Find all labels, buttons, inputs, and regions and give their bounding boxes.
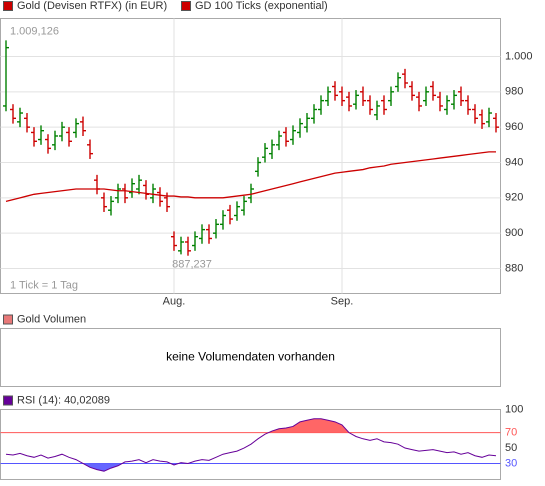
legend-label: Gold Volumen bbox=[17, 313, 86, 325]
legend-swatch bbox=[3, 1, 13, 11]
x-tick-label: Aug. bbox=[163, 295, 186, 307]
moving-average-line bbox=[5, 151, 496, 202]
legend-swatch bbox=[181, 1, 191, 11]
y-tick-label: 100 bbox=[505, 403, 523, 415]
y-tick-label: 880 bbox=[505, 262, 523, 274]
y-tick-label: 1.000 bbox=[505, 50, 533, 62]
rsi-line bbox=[5, 418, 497, 472]
price-panel bbox=[0, 18, 501, 294]
annotation: 887,237 bbox=[172, 259, 212, 271]
x-tick-label: Sep. bbox=[331, 295, 354, 307]
legend-label: Gold (Devisen RTFX) (in EUR) bbox=[17, 0, 167, 12]
legend-label: GD 100 Ticks (exponential) bbox=[195, 0, 328, 12]
y-tick-label: 940 bbox=[505, 156, 523, 168]
y-tick-label: 920 bbox=[505, 192, 523, 204]
legend-label: RSI (14): 40,02089 bbox=[17, 394, 110, 406]
legend-swatch bbox=[3, 314, 13, 325]
note: 1 Tick = 1 Tag bbox=[10, 279, 78, 291]
empty-message: keine Volumendaten vorhanden bbox=[166, 350, 335, 364]
y-tick-label: 960 bbox=[505, 121, 523, 133]
annotation: 1.009,126 bbox=[10, 25, 59, 37]
volume-panel bbox=[0, 328, 501, 387]
rsi-zone-fill bbox=[6, 463, 496, 472]
y-tick-label: 50 bbox=[505, 442, 517, 454]
y-tick-label: 70 bbox=[505, 427, 517, 439]
y-tick-label: 980 bbox=[505, 86, 523, 98]
legend-swatch bbox=[3, 395, 13, 406]
y-tick-label: 900 bbox=[505, 227, 523, 239]
rsi-zone-fill bbox=[268, 418, 349, 433]
y-tick-label: 30 bbox=[505, 457, 517, 469]
